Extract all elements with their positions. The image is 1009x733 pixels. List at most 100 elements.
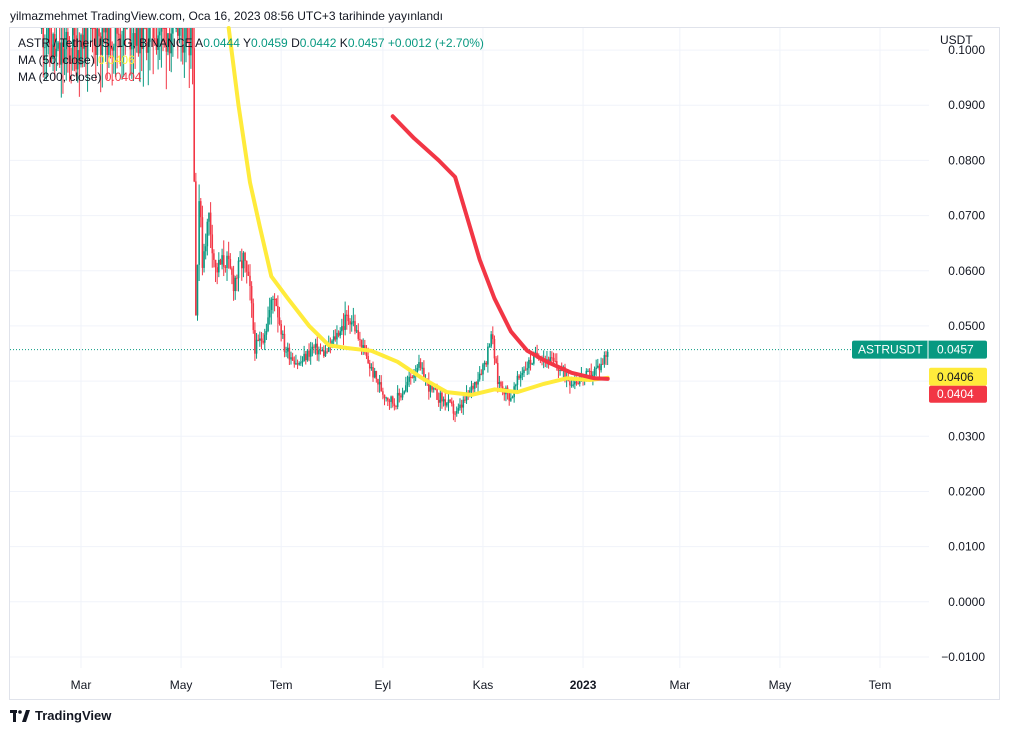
candle-body bbox=[337, 332, 340, 336]
candle-body bbox=[275, 299, 278, 307]
candle-body bbox=[290, 357, 292, 360]
candle-body bbox=[514, 384, 517, 387]
candle-body bbox=[53, 34, 56, 57]
candle-body bbox=[406, 381, 409, 386]
candle-body bbox=[124, 28, 127, 29]
candle-body bbox=[416, 367, 419, 373]
candle-body bbox=[85, 28, 87, 59]
candle-body bbox=[390, 396, 392, 402]
candle-body bbox=[377, 379, 379, 385]
candle-body bbox=[47, 28, 49, 43]
candle-body bbox=[222, 255, 225, 267]
candle-body bbox=[431, 384, 433, 390]
candle-body bbox=[350, 322, 353, 325]
x-tick-label: May bbox=[769, 678, 792, 692]
candle-body bbox=[191, 28, 194, 49]
candle-body bbox=[421, 367, 424, 369]
candle-body bbox=[295, 363, 297, 365]
candle-body bbox=[282, 333, 284, 335]
candle-body bbox=[518, 375, 520, 379]
candle-body bbox=[232, 274, 235, 292]
candle-body bbox=[170, 33, 173, 54]
candle-body bbox=[304, 353, 307, 361]
candle-body bbox=[326, 351, 328, 353]
candle-body bbox=[408, 376, 410, 382]
chart-frame bbox=[9, 27, 1000, 700]
candle-body bbox=[378, 382, 381, 385]
candle-body bbox=[137, 28, 140, 54]
footer: TradingView bbox=[10, 708, 111, 723]
candle-body bbox=[142, 28, 145, 50]
candle-body bbox=[240, 260, 243, 269]
candle-body bbox=[165, 28, 168, 52]
candle-body bbox=[132, 33, 135, 45]
legend-ma50-row[interactable]: MA (50, close) 0.0406 bbox=[18, 52, 484, 69]
candle-body bbox=[206, 221, 209, 247]
candle-body bbox=[447, 399, 450, 404]
candle-body bbox=[370, 367, 373, 369]
candle-body bbox=[60, 42, 63, 65]
legend-ma200-row[interactable]: MA (200, close) 0.0404 bbox=[18, 69, 484, 86]
candle-body bbox=[260, 338, 263, 341]
candle-body bbox=[303, 353, 305, 361]
candle-body bbox=[172, 28, 174, 34]
candle-body bbox=[411, 377, 414, 379]
candle-body bbox=[526, 368, 529, 370]
candle-body bbox=[49, 28, 51, 45]
y-tick-label: 0.1000 bbox=[948, 43, 985, 57]
candle-body bbox=[155, 43, 158, 50]
candle-body bbox=[311, 346, 314, 350]
candle-body bbox=[552, 357, 555, 361]
candle-body bbox=[231, 268, 233, 275]
candle-body bbox=[314, 343, 317, 348]
candle-body bbox=[268, 309, 271, 318]
x-tick-label: May bbox=[170, 678, 193, 692]
candle-body bbox=[293, 360, 296, 365]
ma50-tag-value: 0.0406 bbox=[937, 370, 974, 384]
candle-body bbox=[252, 303, 255, 331]
candle-body bbox=[90, 28, 92, 29]
candle-body bbox=[503, 392, 506, 395]
legend-symbol[interactable]: ASTR / TetherUS, 1G, BINANCE bbox=[18, 36, 193, 50]
candle-body bbox=[485, 362, 488, 365]
candle-body bbox=[385, 397, 387, 399]
x-tick-label: Mar bbox=[71, 678, 92, 692]
candle-body bbox=[324, 351, 327, 357]
candle-body bbox=[388, 400, 391, 402]
candle-body bbox=[236, 277, 238, 279]
y-tick-label: −0.0100 bbox=[941, 650, 985, 664]
candle-body bbox=[460, 404, 463, 408]
candle-body bbox=[58, 42, 61, 65]
candle-body bbox=[519, 374, 522, 379]
candle-body bbox=[332, 336, 335, 341]
candle-body bbox=[480, 373, 483, 375]
candle-body bbox=[119, 34, 122, 47]
candle-body bbox=[572, 384, 574, 386]
candle-body bbox=[442, 399, 445, 402]
candle-body bbox=[116, 28, 118, 34]
candle-body bbox=[472, 385, 474, 389]
candle-body bbox=[419, 362, 422, 368]
last-price-symbol-label: ASTRUSDT bbox=[858, 343, 923, 357]
candle-body bbox=[574, 381, 576, 385]
candle-body bbox=[555, 361, 558, 367]
candle-body bbox=[239, 260, 241, 262]
candle-body bbox=[603, 355, 606, 364]
candle-body bbox=[70, 62, 72, 64]
candle-body bbox=[444, 399, 447, 406]
footer-brand[interactable]: TradingView bbox=[35, 708, 112, 723]
candle-body bbox=[391, 396, 394, 404]
candle-body bbox=[259, 338, 261, 341]
candle-body bbox=[403, 391, 406, 394]
y-tick-label: 0.0800 bbox=[948, 153, 985, 167]
candle-body bbox=[496, 362, 499, 385]
candle-body bbox=[439, 392, 442, 403]
candle-body bbox=[428, 380, 430, 392]
candle-body bbox=[355, 330, 358, 332]
legend-open-value: 0.0444 bbox=[203, 36, 240, 50]
published-line: yilmazmehmet TradingView.com, Oca 16, 20… bbox=[10, 9, 444, 23]
candle-body bbox=[277, 306, 279, 318]
candle-body bbox=[158, 31, 161, 36]
candle-body bbox=[245, 261, 248, 272]
